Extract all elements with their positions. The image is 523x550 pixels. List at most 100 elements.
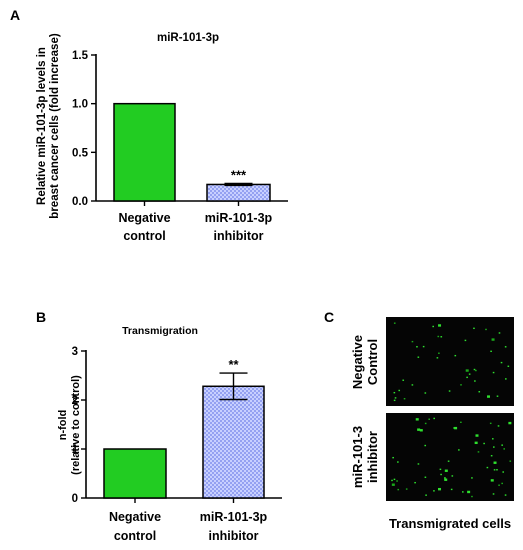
panel-a-y-tick-label: 1.0 [72, 99, 88, 111]
row-label-1-line-2: Control [365, 339, 380, 385]
fluorescent-cell [508, 421, 512, 425]
fluorescent-cell [448, 390, 451, 392]
fluorescent-cell [490, 479, 494, 482]
fluorescent-cell [440, 336, 443, 338]
fluorescent-cell [428, 418, 431, 420]
fluorescent-cell [473, 368, 476, 371]
panel-c: C Negative Control miR-101-3 inhibitor T… [324, 309, 514, 531]
panel-a-ylabel-line-2: breast cancer cells (fold increase) [49, 33, 61, 219]
fluorescent-cell [424, 444, 427, 447]
panel-a-y-tick-label: 0.5 [72, 147, 89, 159]
fluorescent-cell [424, 422, 427, 425]
fluorescent-cell [398, 389, 401, 392]
fluorescent-cell [424, 392, 427, 394]
panel-b-y-tick-label: 2 [72, 395, 78, 407]
fluorescent-cell [422, 345, 425, 348]
fluorescent-cell [415, 418, 419, 421]
fluorescent-cell [507, 365, 510, 367]
micrograph-negative-control-cells [393, 322, 510, 402]
fluorescent-cell [451, 475, 454, 477]
panel-a-category-label: miR-101-3p [205, 211, 273, 225]
fluorescent-cell [471, 477, 473, 479]
panel-b-category-label: Negative [109, 510, 161, 524]
fluorescent-cell [474, 380, 476, 382]
fluorescent-cell [393, 391, 396, 394]
fluorescent-cell [467, 490, 471, 494]
fluorescent-cell [503, 448, 506, 450]
panel-b-bar-2 [202, 385, 265, 499]
fluorescent-cell [501, 482, 503, 485]
fluorescent-cell [440, 473, 442, 476]
panel-a-y-tick-label: 1.5 [72, 50, 89, 62]
fluorescent-cell [491, 338, 495, 341]
fluorescent-cell [439, 468, 442, 471]
fluorescent-cell [433, 490, 435, 492]
fluorescent-cell [453, 427, 455, 429]
fluorescent-cell [460, 384, 462, 386]
panel-a-category-label: Negative [118, 211, 170, 225]
fluorescent-cell [491, 438, 494, 440]
panel-a-title: miR-101-3p [157, 32, 219, 44]
fluorescent-cell [397, 488, 400, 491]
fluorescent-cell [391, 483, 395, 486]
panel-a-plot: 0.0 0.5 1.0 1.5 Negative control *** miR-101-3p… [72, 50, 288, 243]
panel-b-category-label: miR-101-3p [200, 510, 268, 524]
fluorescent-cell [487, 395, 491, 398]
fluorescent-cell [403, 398, 406, 400]
fluorescent-cell [501, 444, 503, 446]
panel-b-category-label: inhibitor [209, 529, 259, 543]
panel-a-letter: A [10, 7, 20, 23]
panel-a-y-tick-label: 0.0 [72, 196, 88, 208]
panel-a-bar-1 [113, 102, 176, 202]
fluorescent-cell [504, 494, 507, 496]
fluorescent-cell [397, 461, 399, 463]
panel-a-significance-2: *** [231, 167, 247, 182]
fluorescent-cell [432, 325, 435, 328]
panel-a-category-label: inhibitor [214, 229, 264, 243]
fluorescent-cell [433, 417, 435, 420]
fluorescent-cell [474, 441, 478, 445]
fluorescent-cell [438, 487, 442, 491]
row-label-2-line-2: inhibitor [365, 431, 380, 483]
fluorescent-cell [464, 339, 467, 342]
fluorescent-cell [473, 327, 475, 330]
fluorescent-cell [496, 469, 498, 471]
fluorescent-cell [438, 324, 442, 327]
panel-a-ylabel-line-1: Relative miR-101-3p levels in [36, 47, 48, 205]
fluorescent-cell [490, 455, 493, 457]
fluorescent-cell [391, 479, 393, 482]
fluorescent-cell [502, 471, 505, 473]
panel-b-plot: 0 1 2 3 Negative control ** miR-101-3p inhibitor [72, 346, 282, 543]
fluorescent-cell [500, 361, 503, 364]
fluorescent-cell [416, 346, 418, 348]
fluorescent-cell [444, 469, 448, 472]
fluorescent-cell [411, 384, 414, 386]
fluorescent-cell [505, 378, 507, 380]
fluorescent-cell [444, 478, 448, 481]
panel-c-letter: C [324, 309, 334, 325]
fluorescent-cell [414, 481, 416, 484]
fluorescent-cell [450, 488, 453, 491]
micrograph-mir-inhibitor [386, 413, 514, 501]
fluorescent-cell [405, 488, 408, 490]
fluorescent-cell [497, 425, 500, 427]
panel-b-significance-2: ** [228, 357, 239, 372]
panel-b-title: Transmigration [122, 325, 198, 337]
micrograph-caption: Transmigrated cells [389, 516, 511, 531]
fluorescent-cell [483, 442, 485, 445]
panel-a: A miR-101-3p Relative miR-101-3p levels … [10, 7, 288, 243]
fluorescent-cell [417, 463, 420, 465]
micrograph-negative-control [386, 317, 514, 406]
fluorescent-cell [493, 446, 495, 448]
fluorescent-cell [489, 422, 492, 425]
fluorescent-cell [402, 379, 405, 381]
fluorescent-cell [493, 469, 496, 471]
fluorescent-cell [392, 456, 394, 459]
fluorescent-cell [509, 460, 512, 462]
fluorescent-cell [417, 356, 420, 358]
panel-b-y-tick-label: 0 [72, 493, 78, 505]
fluorescent-cell [436, 357, 439, 359]
panel-b-y-tick-label: 3 [72, 346, 78, 358]
fluorescent-cell [478, 391, 481, 393]
panel-b-bar-1 [103, 448, 167, 499]
